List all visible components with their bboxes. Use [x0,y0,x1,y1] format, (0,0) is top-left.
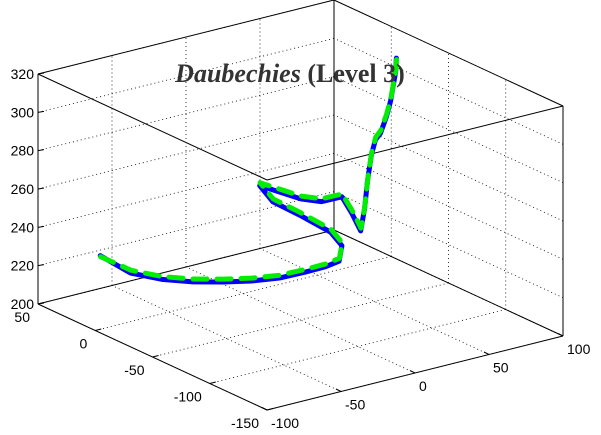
series-line-1 [97,55,399,285]
x-tick-label: 0 [419,378,427,394]
z-tick-mark [37,110,45,113]
tick-labels: 200 220 240 260 280 300 320 -150 -100 -50 0 50 -100 -… [11,66,591,431]
y-tick-mark [266,408,274,411]
z-tick-label: 300 [11,104,35,120]
data-series [97,52,400,285]
back-wall-grid-line [37,152,335,228]
axes-box-edge [266,105,564,181]
x-tick-label: 50 [493,360,509,376]
axes-box-edge [333,229,564,337]
z-tick-label: 220 [11,258,35,274]
x-tick-mark [483,351,490,355]
z-tick-label: 200 [11,296,35,312]
z-tick-label: 280 [11,143,35,159]
y-tick-label: -150 [231,415,259,431]
z-tick-mark [37,264,45,267]
back-wall-grid-line [37,37,335,113]
floor-grid-line [95,256,392,331]
chart-title-regular: (Level 3) [301,59,405,88]
x-tick-label: -100 [271,415,299,431]
x-tick-mark [335,388,342,392]
x-tick-label: 100 [567,341,591,357]
z-tick-label: 320 [11,66,35,82]
y-tick-mark [37,302,45,305]
axes-box-edge [37,73,268,181]
y-tick-label: 50 [14,309,30,325]
floor-grid-line [152,282,449,358]
z-tick-mark [37,225,45,228]
x-tick-mark [557,333,564,337]
axes-box-edge [333,0,564,107]
back-wall-grid-line [37,114,335,190]
y-tick-mark [152,355,159,358]
z-tick-mark [37,187,45,190]
axes-box [37,0,564,411]
chart-title: Daubechies (Level 3) [174,59,405,88]
z-tick-label: 240 [11,219,35,235]
y-tick-label: 0 [79,336,87,352]
y-tick-mark [209,381,216,384]
x-tick-label: -50 [345,397,365,413]
series-line-2 [98,52,400,282]
x-tick-mark [409,370,416,374]
x-tick-mark [261,407,268,411]
back-wall-grid-line [37,191,335,267]
chart-title-italic: Daubechies [174,59,301,88]
axes-box-edge [37,0,335,75]
y-tick-label: -50 [124,362,144,378]
y-tick-label: -100 [174,389,202,405]
z-tick-label: 260 [11,181,35,197]
side-wall-grid-line [333,191,564,299]
back-wall-grid-line [37,76,335,152]
floor-grid-line [209,309,506,384]
y-tick-mark [95,328,102,331]
z-tick-mark [37,149,45,152]
axes-box-edge [37,229,335,305]
z-tick-mark [37,72,45,75]
